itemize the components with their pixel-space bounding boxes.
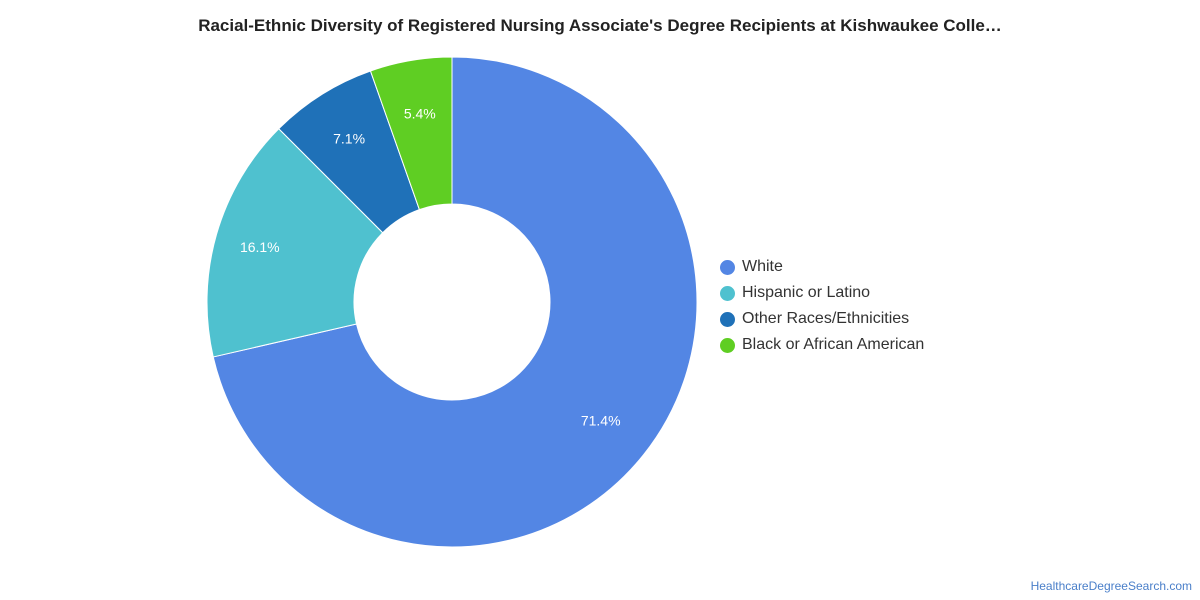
legend-label: Hispanic or Latino bbox=[742, 284, 871, 301]
donut-slice-black-or-african-american[interactable] bbox=[369, 56, 453, 211]
legend-label: White bbox=[742, 258, 783, 275]
source-credit[interactable]: HealthcareDegreeSearch.com bbox=[1030, 579, 1192, 593]
legend-item[interactable]: White bbox=[720, 254, 924, 280]
legend-item[interactable]: Other Races/Ethnicities bbox=[720, 306, 924, 332]
legend-label: Black or African American bbox=[742, 336, 925, 353]
chart-legend: White Hispanic or Latino Other Races/Ethni… bbox=[720, 254, 924, 358]
legend-item[interactable]: Black or African American bbox=[720, 332, 924, 358]
slice-value-label: 5.4% bbox=[404, 106, 436, 122]
legend-swatch-icon bbox=[720, 285, 735, 301]
legend-item[interactable]: Hispanic or Latino bbox=[720, 280, 924, 306]
legend-swatch-icon bbox=[720, 337, 735, 353]
chart-title: Racial-Ethnic Diversity of Registered Nu… bbox=[198, 16, 1002, 35]
legend-swatch-icon bbox=[720, 311, 735, 327]
legend-label: Other Races/Ethnicities bbox=[742, 310, 910, 327]
donut-slice-white[interactable] bbox=[212, 56, 698, 548]
donut-slice-hispanic-or-latino[interactable] bbox=[206, 128, 384, 358]
slice-value-label: 16.1% bbox=[240, 239, 280, 255]
slice-value-label: 7.1% bbox=[333, 131, 365, 147]
slice-value-label: 71.4% bbox=[581, 412, 621, 428]
legend-swatch-icon bbox=[720, 259, 735, 275]
